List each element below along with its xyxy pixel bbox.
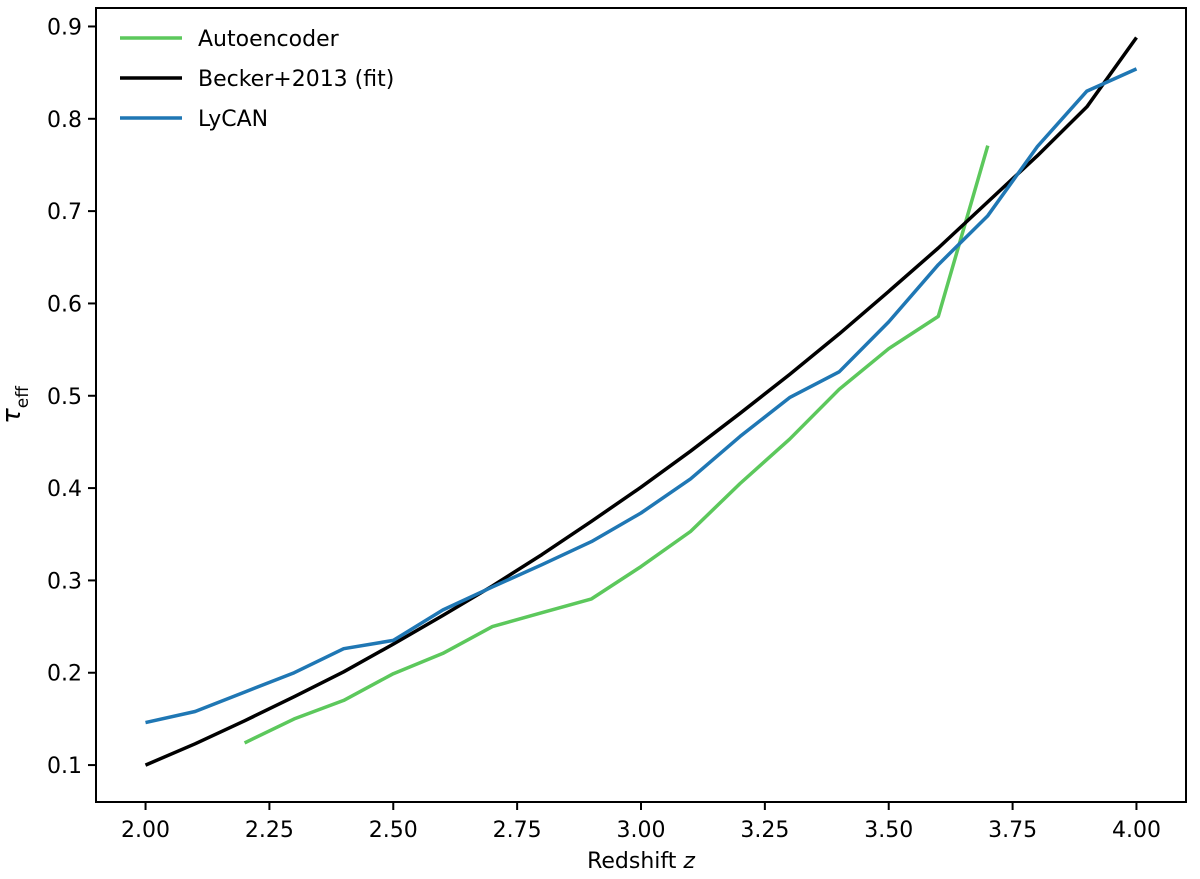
y-axis-label-subscript: eff (13, 385, 33, 408)
legend-label-lycan: LyCAN (198, 107, 268, 132)
y-tick-label: 0.4 (47, 477, 82, 502)
y-tick-label: 0.5 (47, 385, 82, 410)
x-axis-label: Redshift z (587, 849, 695, 874)
series-line-lycan (145, 67, 1138, 725)
series-line-autoencoder (243, 145, 990, 745)
plot-lines (144, 36, 1138, 767)
series-line-becker-2013-fit (144, 36, 1138, 767)
x-tick-label: 2.50 (369, 818, 418, 843)
legend-label-becker-2013-fit: Becker+2013 (fit) (198, 67, 394, 92)
y-tick-label: 0.7 (47, 200, 82, 225)
y-tick-label: 0.9 (47, 15, 82, 40)
y-tick-label: 0.2 (47, 662, 82, 687)
x-axis-label-variable: z (682, 849, 695, 874)
x-tick-label: 3.25 (740, 818, 789, 843)
y-tick-label: 0.8 (47, 108, 82, 133)
x-axis-label-text: Redshift (587, 849, 677, 874)
x-tick-label: 2.25 (245, 818, 294, 843)
y-axis-label: τeff (0, 385, 33, 424)
x-axis-ticks: 2.00 2.25 2.50 2.75 3.00 3.25 3.50 3.75 4.00 (121, 802, 1161, 843)
x-tick-label: 3.50 (864, 818, 913, 843)
legend: Autoencoder Becker+2013 (fit) LyCAN (120, 27, 394, 132)
legend-label-autoencoder: Autoencoder (198, 27, 340, 52)
x-tick-label: 2.00 (121, 818, 170, 843)
x-tick-label: 2.75 (493, 818, 542, 843)
y-axis-label-symbol: τ (0, 408, 27, 424)
y-tick-label: 0.1 (47, 754, 82, 779)
y-axis-ticks: 0.1 0.2 0.3 0.4 0.5 0.6 0.7 0.8 0.9 (47, 15, 96, 779)
y-tick-label: 0.3 (47, 569, 82, 594)
y-tick-label: 0.6 (47, 292, 82, 317)
x-tick-label: 3.00 (617, 818, 666, 843)
x-tick-label: 4.00 (1112, 818, 1161, 843)
x-tick-label: 3.75 (988, 818, 1037, 843)
